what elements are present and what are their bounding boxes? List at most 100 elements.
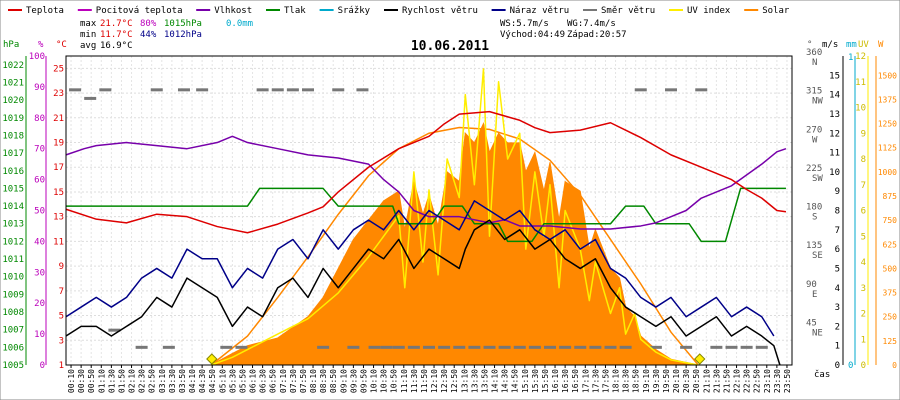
- axis-humidity-tick: 0: [40, 361, 45, 371]
- wind-dir-mark-16: [332, 88, 345, 92]
- legend-label-7: Směr větru: [601, 6, 655, 16]
- legend-label-8: UV index: [687, 6, 731, 16]
- wind-dir-mark-9: [220, 345, 233, 349]
- axis-time-tick: 04:30: [198, 369, 207, 393]
- axis-wind-tick: 3: [835, 303, 840, 313]
- axis-humidity-tick: 60: [34, 176, 45, 186]
- series-wind-direction: [69, 88, 768, 349]
- axis-temperature-tick: 19: [53, 139, 64, 149]
- axis-direction-compass: NE: [812, 328, 823, 338]
- sunset-marker: [694, 353, 706, 365]
- axis-time-tick: 04:10: [188, 369, 197, 393]
- axes: hPa1005100610071008100910101011101210131…: [2, 40, 897, 393]
- axis-time-tick: 12:10: [430, 369, 439, 393]
- axis-direction-compass: N: [812, 58, 817, 68]
- wind-dir-mark-20: [380, 345, 393, 349]
- axis-time-tick: 05:50: [238, 369, 247, 393]
- axis-time-tick: 01:30: [107, 369, 116, 393]
- axis-time-tick: 01:50: [117, 369, 126, 393]
- stat-max-temp: 21.7°C: [100, 19, 133, 29]
- wind-dir-mark-2: [99, 88, 112, 92]
- wind-dir-mark-43: [725, 345, 738, 349]
- series-wind-gust-line: [65, 200, 775, 337]
- legend-label-1: Pocitová teplota: [96, 6, 183, 16]
- wind-dir-mark-25: [453, 345, 466, 349]
- axis-pressure-tick: 1017: [2, 149, 24, 159]
- axis-time-tick: 13:10: [460, 369, 469, 393]
- axis-wind-tick: 11: [829, 149, 840, 159]
- series-temperature-line: [65, 110, 787, 234]
- axis-pressure-tick: 1008: [2, 308, 24, 318]
- axis-solar-tick: 250: [883, 313, 898, 322]
- wind-dir-mark-38: [649, 345, 662, 349]
- axis-solar-tick: 625: [883, 240, 898, 249]
- axis-pressure-tick: 1006: [2, 343, 24, 353]
- axis-wind-tick: 0: [835, 361, 840, 371]
- axis-time-tick: 07:10: [279, 369, 288, 393]
- axis-time-tick: 21:50: [722, 369, 731, 393]
- axis-temperature-tick: 3: [59, 336, 64, 346]
- axis-humidity-tick: 90: [34, 83, 45, 93]
- axis-time: 00:10 00:30 00:50 01:10 01:30 01:50 02:10 02:30…: [67, 365, 830, 393]
- axis-pressure: hPa 1005 1006 1007 1008 1009 1010 1011 1012 1013 1…: [2, 40, 27, 371]
- axis-time-tick: 08:30: [319, 369, 328, 393]
- wind-dir-mark-44: [740, 345, 753, 349]
- wind-dir-mark-32: [559, 345, 572, 349]
- axis-time-tick: 19:50: [662, 369, 671, 393]
- wind-dir-mark-33: [574, 345, 587, 349]
- axis-humidity-tick: 20: [34, 299, 45, 309]
- sunrise-marker: [206, 353, 218, 365]
- wind-dir-mark-24: [438, 345, 451, 349]
- wind-dir-mark-31: [544, 345, 556, 349]
- wind-dir-mark-3: [108, 328, 121, 332]
- axis-solar-tick: 0: [892, 361, 897, 370]
- axis-uv-tick: 3: [861, 284, 866, 294]
- legend-label-0: Teplota: [26, 6, 64, 16]
- series-uv-line: [210, 68, 699, 366]
- axis-humidity-tick: 40: [34, 237, 45, 247]
- stat-max-label: max: [80, 19, 97, 29]
- stat-max-hum: 80%: [140, 19, 157, 29]
- axis-wind-tick: 5: [835, 264, 840, 274]
- axis-temperature-tick: 1: [59, 361, 64, 371]
- axis-wind-tick: 14: [829, 91, 840, 101]
- axis-time-tick: 09:30: [349, 369, 358, 393]
- axis-time-tick: 05:10: [218, 369, 227, 393]
- axis-rain-tick: 0: [848, 361, 853, 371]
- axis-time-tick: 11:30: [410, 369, 419, 393]
- axis-direction-tick: 180: [806, 203, 822, 213]
- axis-rain-tick: 1: [848, 53, 853, 63]
- stats-panel: max 21.7°C 80% 1015hPa 0.0mm min 11.7°C …: [80, 19, 627, 51]
- axis-pressure-tick: 1021: [2, 78, 24, 88]
- axis-time-tick: 20:10: [672, 369, 681, 393]
- axis-time-tick: 14:50: [511, 369, 520, 393]
- stat-max-press: 1015hPa: [164, 19, 202, 29]
- wind-dir-mark-14: [302, 88, 314, 92]
- axis-uv-tick: 1: [861, 335, 866, 345]
- axis-time-tick: 03:50: [178, 369, 187, 393]
- axis-wind-tick: 12: [829, 129, 840, 139]
- axis-time-tick: 09:50: [359, 369, 368, 393]
- axis-time-tick: 22:50: [753, 369, 762, 393]
- stat-sunset: Západ:20:57: [567, 30, 627, 40]
- axis-pressure-tick: 1013: [2, 220, 24, 230]
- axis-solar-tick: 1500: [878, 71, 897, 80]
- axis-time-tick: 16:50: [571, 369, 580, 393]
- legend-label-9: Solar: [762, 6, 790, 16]
- wind-dir-mark-39: [665, 88, 677, 92]
- axis-pressure-tick: 1022: [2, 61, 24, 71]
- axis-wind-unit: m/s: [822, 40, 838, 50]
- axis-pressure-tick: 1007: [2, 326, 24, 336]
- axis-humidity-tick: 10: [34, 330, 45, 340]
- wind-dir-mark-12: [271, 88, 284, 92]
- axis-temperature-tick: 9: [59, 262, 64, 272]
- wind-dir-mark-4: [135, 345, 148, 349]
- axis-wind-tick: 8: [835, 207, 840, 217]
- wind-dir-mark-37: [634, 88, 647, 92]
- axis-time-tick: 11:50: [420, 369, 429, 393]
- axis-direction-compass: SW: [812, 174, 823, 184]
- axis-temperature-tick: 7: [59, 287, 64, 297]
- series-solar-area: [210, 122, 699, 366]
